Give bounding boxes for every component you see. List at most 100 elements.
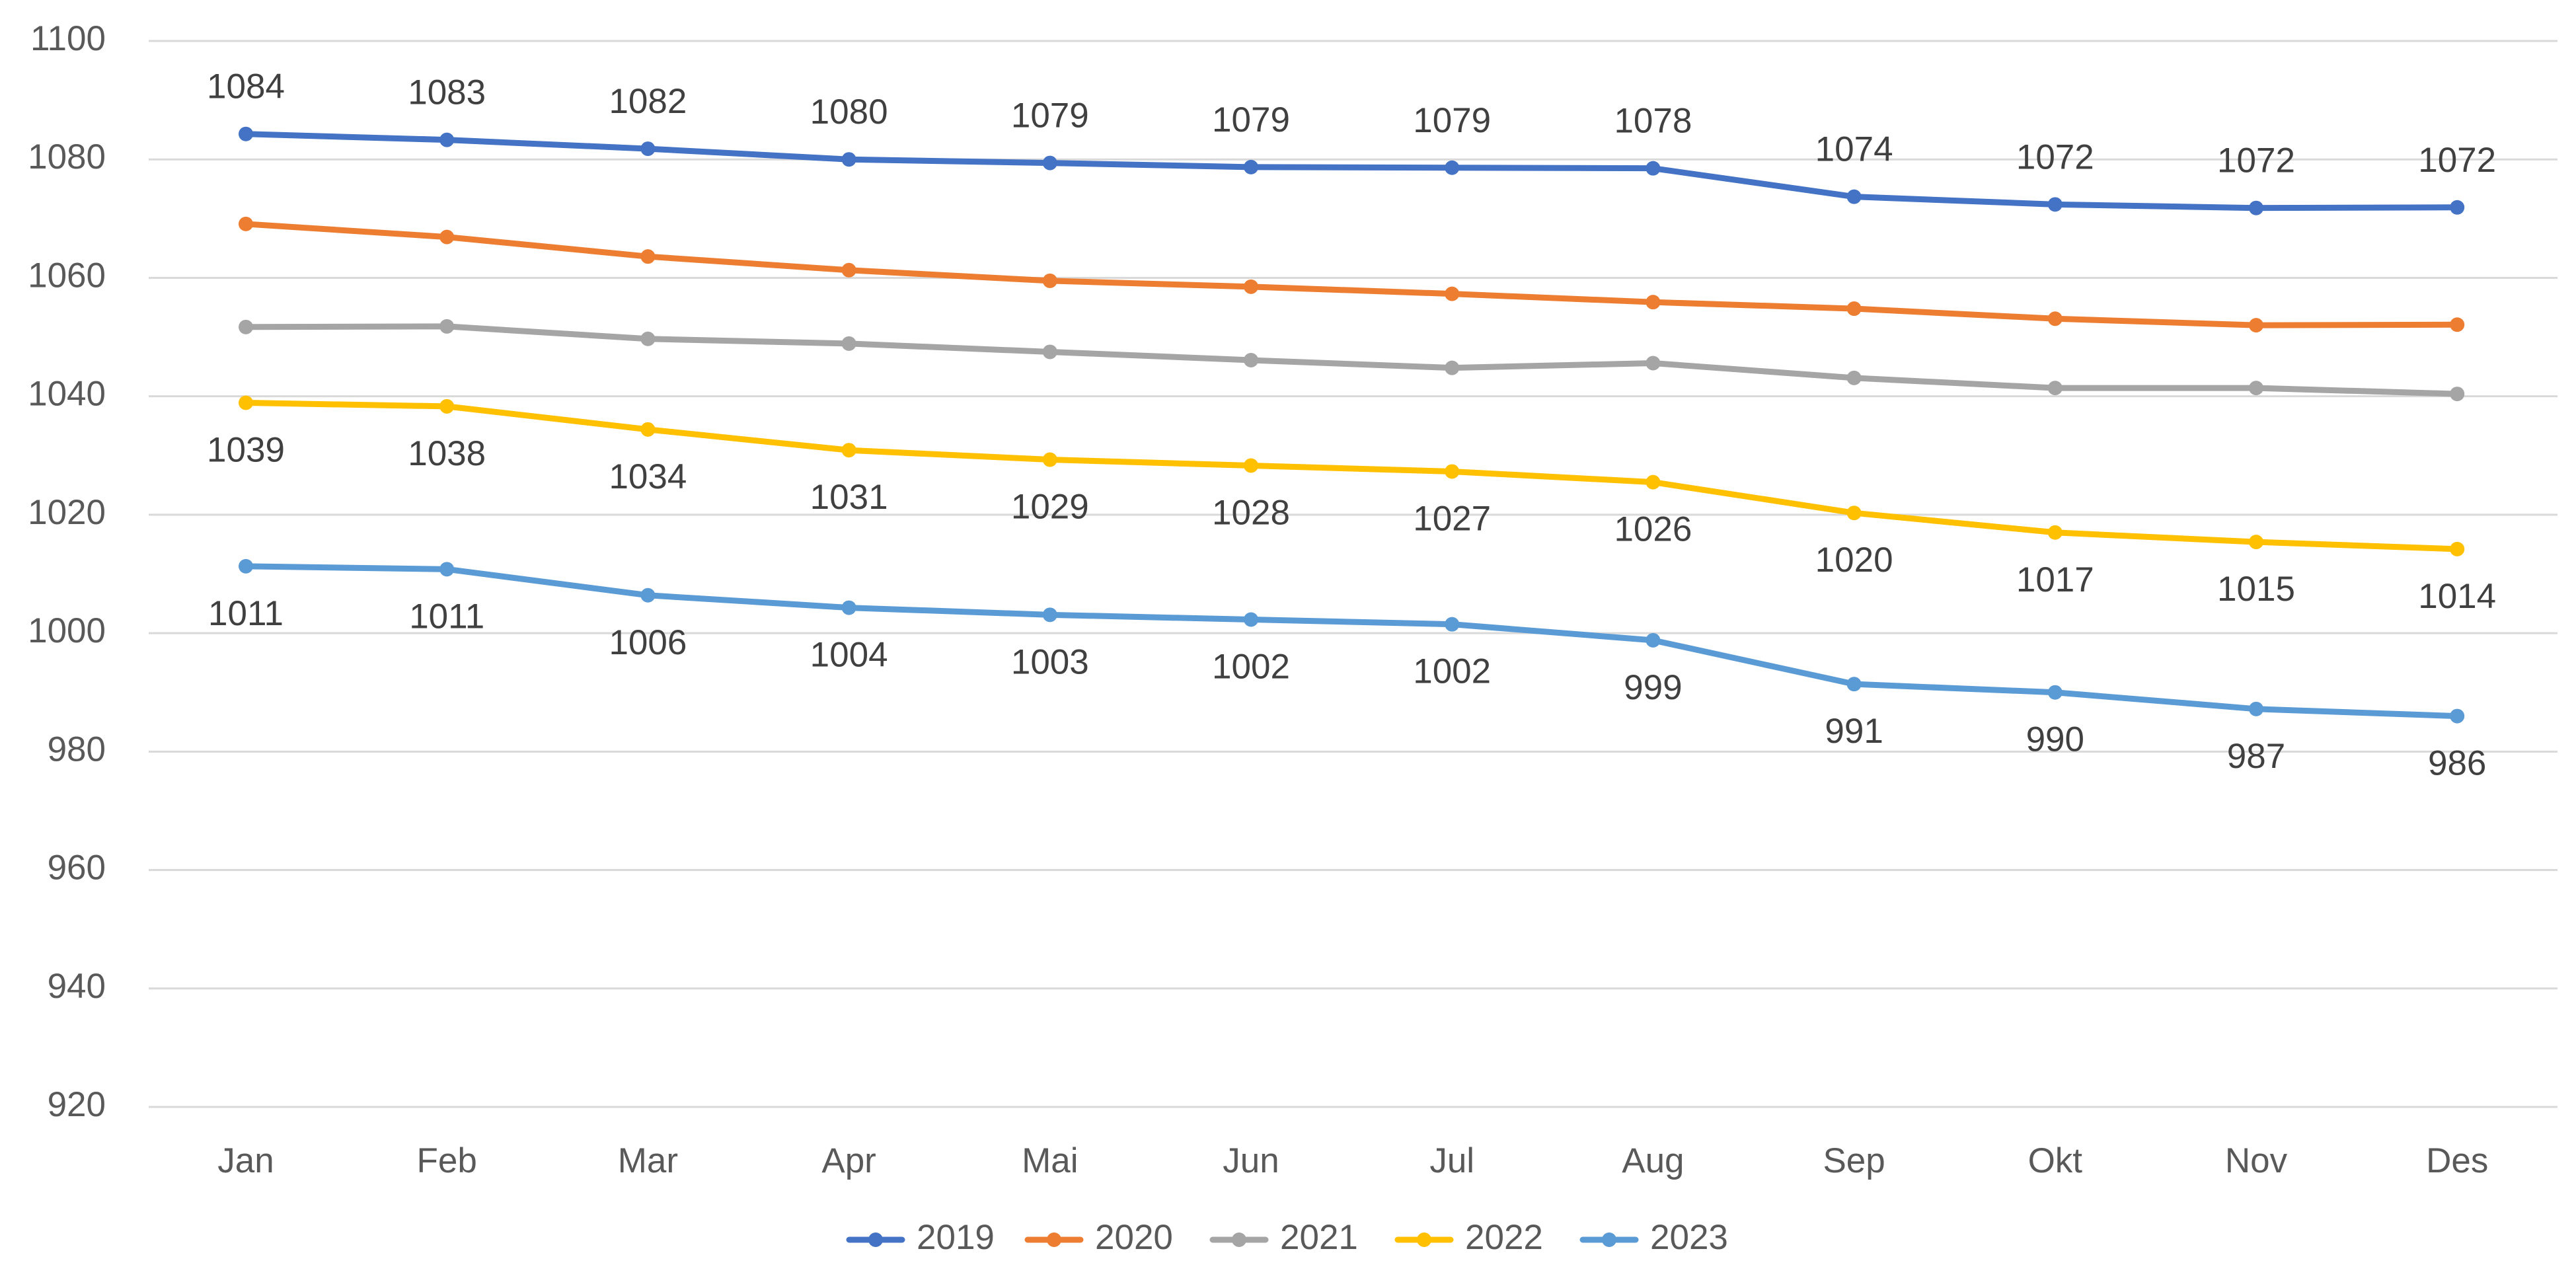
data-point-2022 bbox=[841, 443, 856, 458]
data-label-2022: 1026 bbox=[1614, 510, 1692, 549]
data-point-2022 bbox=[1846, 506, 1862, 521]
data-point-2022 bbox=[239, 395, 253, 410]
legend-marker-2022 bbox=[1417, 1232, 1431, 1247]
series-line-2023 bbox=[243, 563, 2460, 720]
data-label-2023: 1011 bbox=[409, 597, 484, 636]
data-point-2023 bbox=[2047, 685, 2063, 700]
data-label-2019: 1079 bbox=[1413, 101, 1491, 140]
data-point-2021 bbox=[439, 319, 455, 334]
gridlines bbox=[149, 40, 2557, 1108]
data-label-2022: 1015 bbox=[2217, 570, 2295, 609]
data-point-2020 bbox=[2450, 317, 2465, 332]
data-label-2022: 1027 bbox=[1413, 499, 1491, 538]
series-line-2021 bbox=[243, 323, 2460, 397]
data-point-2021 bbox=[2450, 387, 2465, 402]
x-axis: Jan Feb Mar Apr Mai Jun Jul Aug Sep Okt Nov Des bbox=[217, 1141, 2488, 1180]
data-label-2023: 1004 bbox=[810, 636, 888, 675]
data-point-2019 bbox=[1445, 160, 1460, 175]
data-point-2022 bbox=[2047, 525, 2063, 540]
data-point-2021 bbox=[1445, 360, 1460, 375]
data-point-2023 bbox=[1846, 677, 1862, 692]
data-point-2019 bbox=[1646, 161, 1661, 176]
series-group bbox=[239, 126, 2465, 724]
data-label-2022: 1039 bbox=[207, 431, 285, 470]
series-line-2022 bbox=[243, 400, 2460, 552]
data-point-2021 bbox=[841, 336, 856, 351]
data-point-2020 bbox=[1445, 286, 1460, 301]
y-tick-label: 980 bbox=[48, 730, 106, 769]
data-point-2023 bbox=[1646, 632, 1661, 648]
x-tick-label: Jun bbox=[1223, 1141, 1279, 1180]
legend-label-2023: 2023 bbox=[1650, 1218, 1728, 1257]
x-tick-label: Mai bbox=[1022, 1141, 1078, 1180]
data-label-2023: 987 bbox=[2227, 737, 2285, 776]
y-tick-label: 1100 bbox=[30, 19, 106, 58]
data-label-2019: 1082 bbox=[609, 82, 687, 121]
data-label-2022: 1034 bbox=[609, 457, 687, 496]
data-label-2022: 1028 bbox=[1212, 494, 1290, 533]
data-point-2021 bbox=[1846, 370, 1862, 385]
data-point-2020 bbox=[1042, 273, 1057, 288]
data-point-2019 bbox=[1846, 189, 1862, 204]
data-point-2020 bbox=[841, 262, 856, 278]
data-label-2019: 1072 bbox=[2217, 141, 2295, 180]
data-point-2020 bbox=[439, 229, 455, 245]
legend-label-2021: 2021 bbox=[1280, 1218, 1358, 1257]
data-point-2023 bbox=[1244, 612, 1258, 627]
data-point-2021 bbox=[640, 331, 656, 346]
data-point-2022 bbox=[439, 398, 455, 414]
data-label-2019: 1079 bbox=[1011, 96, 1089, 135]
data-point-2020 bbox=[239, 216, 253, 231]
data-label-2019: 1074 bbox=[1815, 130, 1893, 169]
data-point-2019 bbox=[2249, 200, 2263, 215]
data-point-2019 bbox=[239, 126, 253, 141]
data-label-2019: 1080 bbox=[810, 93, 888, 132]
data-point-2019 bbox=[2047, 197, 2063, 212]
data-point-2019 bbox=[2450, 200, 2465, 215]
data-point-2022 bbox=[2450, 541, 2465, 556]
data-point-2023 bbox=[2450, 708, 2465, 724]
x-tick-label: Jul bbox=[1429, 1141, 1474, 1180]
data-label-2019: 1079 bbox=[1212, 100, 1290, 139]
data-label-2019: 1072 bbox=[2016, 137, 2094, 176]
y-axis: 920 940 960 980 1000 1020 1040 1060 1080 1100 bbox=[28, 19, 106, 1124]
y-tick-label: 920 bbox=[48, 1085, 106, 1124]
data-label-2022: 1038 bbox=[408, 434, 486, 473]
data-label-2022: 1014 bbox=[2418, 577, 2496, 616]
data-point-2023 bbox=[1042, 607, 1057, 623]
legend-label-2020: 2020 bbox=[1095, 1218, 1173, 1257]
data-point-2023 bbox=[1445, 617, 1460, 632]
data-point-2020 bbox=[2047, 311, 2063, 326]
data-point-2019 bbox=[640, 141, 656, 157]
data-point-2023 bbox=[841, 600, 856, 615]
legend: 2019 2020 2021 2022 2023 bbox=[846, 1218, 1728, 1257]
data-label-2023: 990 bbox=[2026, 720, 2084, 759]
data-point-2022 bbox=[1646, 474, 1661, 490]
data-label-2019: 1083 bbox=[408, 73, 486, 112]
legend-marker-2020 bbox=[1047, 1232, 1061, 1247]
data-point-2023 bbox=[239, 558, 253, 574]
data-point-2019 bbox=[1244, 159, 1258, 174]
data-point-2020 bbox=[1646, 295, 1661, 310]
x-tick-label: Mar bbox=[618, 1141, 678, 1180]
data-point-2021 bbox=[1646, 356, 1661, 371]
x-tick-label: Sep bbox=[1823, 1141, 1885, 1180]
data-label-2023: 1002 bbox=[1212, 648, 1290, 687]
data-point-2021 bbox=[1042, 344, 1057, 360]
data-label-2019: 1072 bbox=[2418, 141, 2496, 180]
data-point-2023 bbox=[640, 587, 656, 603]
data-label-2023: 986 bbox=[2428, 744, 2486, 783]
x-tick-label: Jan bbox=[217, 1141, 274, 1180]
data-point-2022 bbox=[1042, 452, 1057, 467]
y-tick-label: 940 bbox=[48, 967, 106, 1006]
data-label-2019: 1084 bbox=[207, 67, 285, 106]
y-tick-label: 1040 bbox=[28, 375, 106, 414]
data-point-2021 bbox=[2249, 381, 2263, 396]
data-point-2023 bbox=[439, 562, 455, 577]
data-label-2023: 991 bbox=[1825, 712, 1883, 751]
data-point-2019 bbox=[841, 152, 856, 167]
data-point-2022 bbox=[2249, 535, 2263, 550]
data-label-2023: 1003 bbox=[1011, 642, 1089, 681]
legend-label-2019: 2019 bbox=[917, 1218, 995, 1257]
